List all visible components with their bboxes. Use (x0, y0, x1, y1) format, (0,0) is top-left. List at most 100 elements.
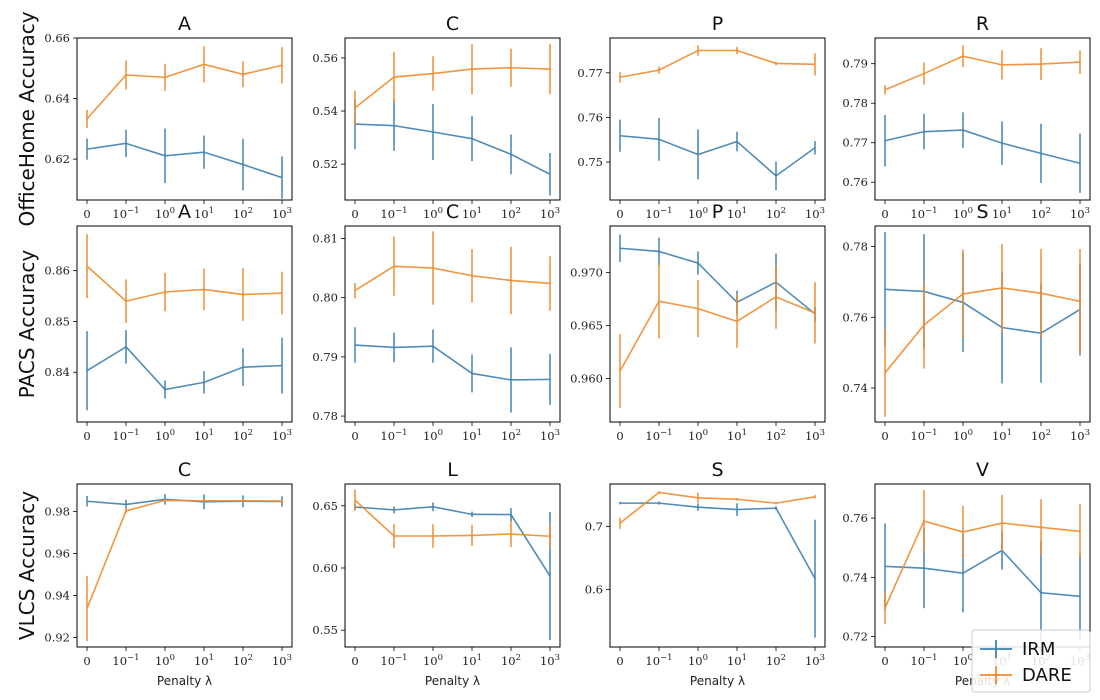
panel-r0-c2-ytick-label: 0.76 (577, 110, 603, 124)
panel-r1-c3-line-dare (884, 287, 1081, 374)
panel-r2-c2-ytick-label: 0.6 (585, 582, 603, 596)
panel-r1-c3-title: S (976, 201, 988, 223)
panel-r2-c0-xlabel: Penalty λ (157, 674, 212, 688)
panel-r0-c3-xtick-label: 0 (881, 207, 888, 221)
panel-r0-c3-ytick-label: 0.78 (842, 96, 868, 110)
panel-r0-c0-xtick-label: 100 (155, 206, 175, 221)
panel-r1-c3-xtick-label: 10−1 (910, 428, 937, 443)
panel-r0-c3-ytick-label: 0.76 (842, 175, 868, 189)
row-label-0: OfficeHome Accuracy (15, 11, 39, 226)
panel-r1-c0-title: A (178, 201, 191, 223)
panel-r2-c0-ytick-label: 0.94 (44, 588, 70, 602)
panel-r1-c1-ytick-label: 0.81 (312, 231, 338, 245)
panel-r2-c1-title: L (447, 459, 458, 481)
panel-r2-c2-xtick-label: 0 (616, 654, 623, 668)
panel-r2-c0-xtick-label: 10−1 (112, 653, 139, 668)
panel-r1-c3-ytick-label: 0.78 (842, 240, 868, 254)
panel-r2-c3-xtick-label: 100 (953, 653, 973, 668)
panel-r1-c1-xtick-label: 102 (501, 428, 521, 443)
panel-r0-c2-xtick-label: 0 (616, 207, 623, 221)
panel-r0-c0-line-irm (86, 142, 283, 179)
panel-r0-c0-xtick-label: 0 (83, 207, 90, 221)
row-label-1: PACS Accuracy (15, 250, 39, 399)
panel-r0-c0-title: A (178, 13, 191, 35)
panel-r2-c1-ytick-label: 0.65 (312, 499, 338, 513)
panel-r2-c2-xtick-label: 10−1 (645, 653, 672, 668)
panel-r2-c1-xtick-label: 101 (462, 653, 482, 668)
panel-r2-c3-ytick-label: 0.74 (842, 570, 868, 584)
panel-r1-c0-xtick-label: 0 (83, 429, 90, 443)
panel-r0-c0-frame (76, 37, 293, 201)
panel-r0-c0-ytick-label: 0.62 (44, 152, 70, 166)
panel-r1-c2-xtick-label: 103 (805, 428, 825, 443)
panel-r0-c3-xtick-label: 101 (992, 206, 1012, 221)
panel-r2-c0-ytick-label: 0.92 (44, 631, 70, 645)
panel-r1-c0-frame (76, 225, 293, 423)
panel-r2-c1-xtick-label: 100 (423, 653, 443, 668)
panel-r2-c3-line-irm (884, 549, 1081, 598)
panel-r0-c3-xtick-label: 100 (953, 206, 973, 221)
panel-r0-c3-line-dare (884, 55, 1081, 91)
panel-r1-c2-xtick-label: 0 (616, 429, 623, 443)
panel-r2-c1-xtick-label: 0 (351, 654, 358, 668)
panel-r0-c1-xtick-label: 101 (462, 206, 482, 221)
panel-r1-c2-title: P (712, 201, 723, 223)
panel-r1-c3-xtick-label: 100 (953, 428, 973, 443)
panel-r1-c2-ytick-label: 0.960 (570, 372, 603, 386)
panel-r1-c1-ytick-label: 0.79 (312, 350, 338, 364)
panel-r1-c0-xtick-label: 100 (155, 428, 175, 443)
panel-r1-c1-title: C (446, 201, 459, 223)
panel-r2-c3-title: V (976, 459, 989, 481)
panel-r2-c1-xtick-label: 10−1 (380, 653, 407, 668)
panel-r0-c1-line-dare (354, 66, 551, 109)
panel-r1-c3-xtick-label: 102 (1031, 428, 1051, 443)
panel-r0-c3-xtick-label: 103 (1070, 206, 1090, 221)
panel-r2-c0-title: C (178, 459, 191, 481)
panel-r1-c1-xtick-label: 101 (462, 428, 482, 443)
panel-r0-c1-ytick-label: 0.52 (312, 157, 338, 171)
panel-r2-c2-xtick-label: 100 (688, 653, 708, 668)
panel-r1-c3-ytick-label: 0.76 (842, 310, 868, 324)
panel-r0-c2-frame (609, 37, 826, 201)
panel-r0-c3-ytick-label: 0.77 (842, 136, 868, 150)
panel-r2-c0-xtick-label: 101 (194, 653, 214, 668)
panel-r2-c1-xtick-label: 102 (501, 653, 521, 668)
panel-r2-c1-ytick-label: 0.60 (312, 561, 338, 575)
panel-r2-c1-frame (344, 483, 561, 648)
panel-r2-c3-ytick-label: 0.72 (842, 630, 868, 644)
panel-r2-c3-line-dare (884, 520, 1081, 609)
panel-r2-c0-ytick-label: 0.98 (44, 504, 70, 518)
panel-r0-c2-line-irm (619, 134, 816, 177)
panel-r0-c1-xtick-label: 103 (540, 206, 560, 221)
panel-r0-c2-xtick-label: 102 (766, 206, 786, 221)
panel-r0-c0-xtick-label: 102 (233, 206, 253, 221)
panel-r2-c2-xlabel: Penalty λ (690, 674, 745, 688)
panel-r0-c3-title: R (976, 13, 989, 35)
panel-r0-c2-xtick-label: 100 (688, 206, 708, 221)
panel-r2-c0-frame (76, 483, 293, 648)
panel-r1-c2-xtick-label: 100 (688, 428, 708, 443)
panel-r0-c1-frame (344, 37, 561, 201)
panel-r2-c2-line-irm (620, 502, 816, 580)
panel-r1-c1-xtick-label: 0 (351, 429, 358, 443)
panel-r0-c1-xtick-label: 0 (351, 207, 358, 221)
panel-r1-c0-xtick-label: 103 (272, 428, 292, 443)
panel-r1-c2-ytick-label: 0.965 (570, 319, 603, 333)
legend-box (971, 629, 1091, 693)
panel-r0-c3-line-irm (884, 129, 1081, 165)
panel-r1-c2-line-dare (619, 296, 816, 372)
panel-r1-c2-ytick-label: 0.970 (570, 266, 603, 280)
panel-r2-c2-xtick-label: 103 (805, 653, 825, 668)
panel-r1-c1-frame (344, 225, 561, 423)
panel-r0-c1-title: C (446, 13, 459, 35)
panel-r2-c1-xtick-label: 103 (540, 653, 560, 668)
panel-r2-c1-xlabel: Penalty λ (425, 674, 480, 688)
panel-r0-c0-xtick-label: 101 (194, 206, 214, 221)
panel-r2-c0-xtick-label: 0 (83, 654, 90, 668)
panel-r0-c2-xtick-label: 103 (805, 206, 825, 221)
panel-r1-c0-line-dare (86, 265, 283, 303)
panel-r0-c2-xtick-label: 101 (727, 206, 747, 221)
panel-r1-c3-ytick-label: 0.74 (842, 381, 868, 395)
panel-r1-c0-ytick-label: 0.85 (44, 314, 70, 328)
